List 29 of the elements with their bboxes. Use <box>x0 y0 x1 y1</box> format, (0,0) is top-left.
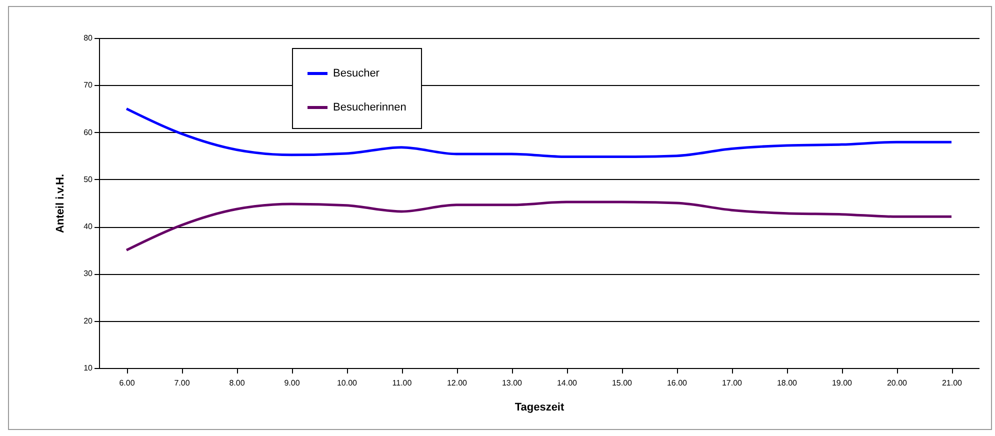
x-tick-label: 15.00 <box>612 378 633 388</box>
y-axis-title: Anteil i.v.H. <box>54 174 67 234</box>
x-tick-label: 21.00 <box>942 378 963 388</box>
x-tick-label: 9.00 <box>284 378 300 388</box>
x-tick-label: 11.00 <box>392 378 412 388</box>
x-tick-label: 16.00 <box>666 378 688 388</box>
y-tick-label: 20 <box>84 316 94 326</box>
x-tick-label: 18.00 <box>776 378 798 388</box>
legend-label: Besucher <box>333 68 380 80</box>
legend-label: Besucherinnen <box>333 102 406 114</box>
x-tick-label: 12.00 <box>446 378 468 388</box>
y-tick-label: 60 <box>84 128 94 137</box>
y-tick-label: 70 <box>84 80 94 90</box>
y-tick-label: 30 <box>84 269 94 278</box>
y-tick-label: 50 <box>84 174 94 184</box>
x-tick-label: 19.00 <box>832 378 853 388</box>
x-tick-label: 7.00 <box>174 378 190 388</box>
x-tick-label: 6.00 <box>119 378 136 388</box>
line-series <box>125 200 953 252</box>
y-tick-label: 80 <box>84 34 94 42</box>
y-tick-label: 40 <box>84 222 94 232</box>
x-tick-label: 13.00 <box>502 378 523 388</box>
x-tick-label: 20.00 <box>886 378 908 388</box>
x-tick-label: 14.00 <box>556 378 578 388</box>
x-tick-label: 17.00 <box>722 378 743 388</box>
y-tick-label: 10 <box>84 364 94 372</box>
x-tick-label: 8.00 <box>229 378 246 388</box>
x-axis-title: Tageszeit <box>514 402 564 414</box>
x-tick-label: 10.00 <box>336 378 358 388</box>
